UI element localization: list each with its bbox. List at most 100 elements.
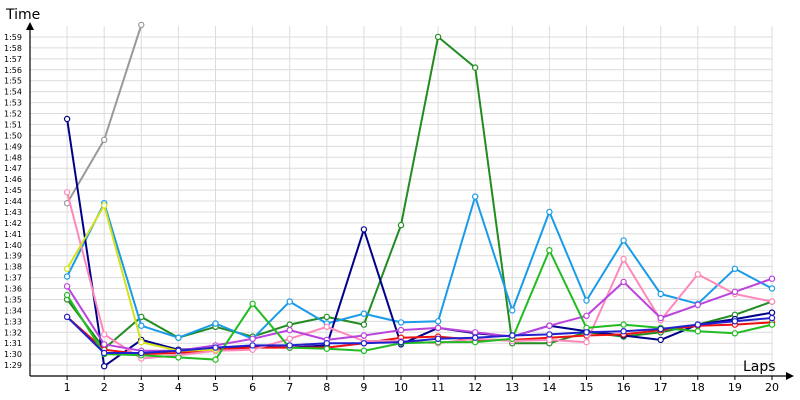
axes: Time Laps — [5, 7, 794, 380]
x-tick-label: 15 — [580, 381, 594, 394]
y-tick-label: 1:53 — [4, 99, 22, 108]
data-point — [175, 334, 182, 341]
data-point — [583, 312, 590, 319]
data-point — [175, 347, 182, 354]
data-point — [212, 356, 219, 363]
data-point — [546, 246, 553, 254]
data-point — [694, 321, 702, 328]
data-point — [323, 340, 330, 347]
x-tick-label: 1 — [64, 381, 71, 394]
data-point — [434, 33, 442, 41]
series-line — [66, 35, 773, 350]
y-tick-label: 1:55 — [4, 77, 22, 86]
data-point — [100, 331, 108, 338]
data-point — [138, 338, 145, 346]
y-tick-label: 1:35 — [4, 295, 22, 304]
data-point — [360, 347, 368, 354]
data-point — [509, 332, 516, 339]
y-tick-label: 1:34 — [4, 306, 22, 315]
data-point — [620, 328, 627, 335]
data-point — [63, 283, 71, 290]
y-axis-title: Time — [5, 7, 40, 23]
y-tick-label: 1:32 — [4, 328, 22, 337]
data-point — [323, 313, 330, 321]
y-tick-label: 1:41 — [4, 230, 22, 239]
x-tick-label: 11 — [431, 381, 445, 394]
x-tick-label: 9 — [360, 381, 367, 394]
data-point — [249, 300, 256, 307]
data-point — [63, 313, 71, 321]
data-point — [100, 341, 108, 348]
x-tick-label: 20 — [765, 381, 779, 394]
data-point — [546, 336, 553, 344]
data-point — [100, 363, 108, 370]
data-point — [434, 324, 442, 332]
data-point — [768, 285, 776, 292]
series-0 — [63, 21, 145, 207]
y-tick-label: 1:50 — [4, 131, 22, 140]
data-point — [546, 208, 553, 216]
data-point — [620, 237, 627, 244]
data-point — [175, 354, 182, 361]
data-point — [63, 265, 71, 272]
data-point — [138, 322, 145, 329]
data-point — [657, 336, 664, 344]
y-tick-label: 1:37 — [4, 274, 22, 283]
data-point — [731, 330, 739, 337]
y-tick-label: 1:30 — [4, 350, 22, 359]
data-point — [286, 342, 293, 349]
data-point — [583, 338, 590, 346]
x-axis-arrow-icon — [786, 372, 794, 380]
y-tick-label: 1:58 — [4, 44, 22, 53]
data-point — [397, 319, 405, 326]
data-point — [472, 64, 479, 71]
data-point — [694, 271, 702, 278]
y-axis-arrow-icon — [26, 22, 34, 30]
data-point — [249, 342, 256, 349]
data-point — [63, 189, 71, 196]
x-tick-label: 3 — [138, 381, 145, 394]
y-tick-label: 1:59 — [4, 33, 22, 42]
data-point — [768, 321, 776, 328]
data-point — [360, 340, 368, 347]
y-tick-label: 1:57 — [4, 55, 22, 64]
data-point — [360, 321, 368, 328]
data-point — [583, 329, 590, 336]
data-point — [138, 349, 145, 357]
x-tick-label: 14 — [542, 381, 556, 394]
y-tick-label: 1:44 — [4, 197, 22, 206]
y-tick-label: 1:38 — [4, 263, 22, 272]
data-point — [360, 332, 368, 339]
data-point — [138, 21, 145, 29]
x-tick-label: 8 — [323, 381, 330, 394]
data-point — [63, 273, 71, 280]
data-point — [100, 136, 108, 143]
x-axis-title: Laps — [743, 359, 776, 375]
y-tick-label: 1:43 — [4, 208, 22, 217]
series-7 — [63, 246, 776, 363]
data-point — [472, 329, 479, 336]
data-point — [657, 290, 664, 298]
data-point — [397, 338, 405, 346]
data-point — [360, 226, 368, 233]
x-tick-label: 12 — [468, 381, 482, 394]
y-tick-label: 1:48 — [4, 153, 22, 162]
data-point — [323, 323, 330, 330]
y-tick-label: 1:39 — [4, 252, 22, 261]
data-point — [731, 265, 739, 272]
data-point — [768, 275, 776, 282]
y-tick-label: 1:49 — [4, 142, 22, 151]
data-point — [620, 321, 627, 328]
y-tick-label: 1:29 — [4, 361, 22, 370]
data-point — [731, 288, 739, 295]
y-tick-label: 1:51 — [4, 120, 22, 129]
data-point — [657, 314, 664, 322]
x-tick-label: 4 — [175, 381, 182, 394]
x-tick-label: 2 — [101, 381, 108, 394]
data-point — [63, 115, 71, 123]
data-point — [100, 349, 108, 357]
y-tick-label: 1:40 — [4, 241, 22, 250]
series — [63, 21, 776, 370]
series-line — [66, 249, 773, 361]
data-point — [286, 326, 293, 334]
